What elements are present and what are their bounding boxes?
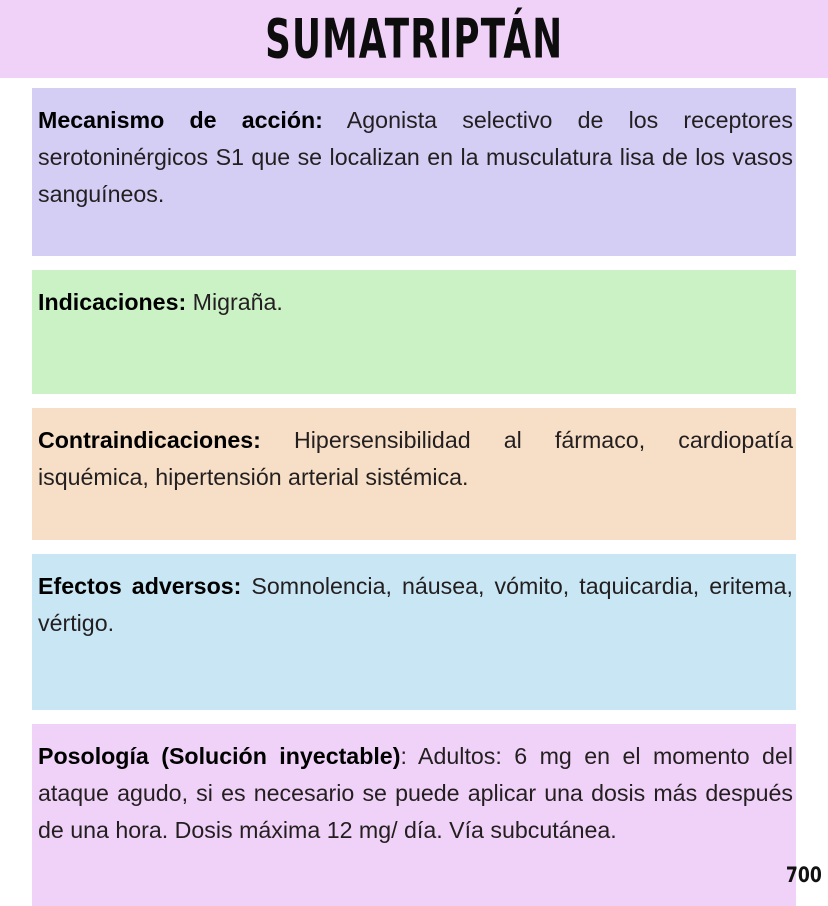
page-title: SUMATRIPTÁN — [264, 7, 564, 71]
section-value: : Adultos: 6 mg en el momento del ataque… — [38, 743, 793, 844]
section-mecanismo-de-accion: Mecanismo de acción: Agonista selectivo … — [32, 88, 796, 256]
section-label: Efectos adversos: — [38, 573, 242, 599]
section-value: Somnolencia, náusea, vómito, taquicardia… — [38, 573, 793, 637]
section-contraindicaciones: Contraindicaciones: Hipersensibilidad al… — [32, 408, 796, 540]
section-body: Mecanismo de acción: Agonista selectivo … — [38, 102, 793, 213]
section-label: Posología (Solución inyectable) — [38, 743, 401, 769]
title-banner: SUMATRIPTÁN — [0, 0, 828, 78]
section-body: Indicaciones: Migraña. — [38, 284, 793, 321]
section-label: Mecanismo de acción: — [38, 107, 323, 133]
section-body: Contraindicaciones: Hipersensibilidad al… — [38, 422, 793, 496]
section-value: Hipersensibilidad al fármaco, cardiopatí… — [38, 427, 793, 491]
page-number: 700 — [786, 863, 822, 887]
section-value: Agonista selectivo de los receptores ser… — [38, 107, 793, 208]
section-label: Contraindicaciones: — [38, 427, 261, 453]
section-label: Indicaciones: — [38, 289, 187, 315]
section-efectos-adversos: Efectos adversos: Somnolencia, náusea, v… — [32, 554, 796, 710]
section-posologia: Posología (Solución inyectable): Adultos… — [32, 724, 796, 906]
section-indicaciones: Indicaciones: Migraña. — [32, 270, 796, 394]
section-value: Migraña. — [186, 289, 283, 315]
section-body: Efectos adversos: Somnolencia, náusea, v… — [38, 568, 793, 642]
section-body: Posología (Solución inyectable): Adultos… — [38, 738, 793, 849]
drug-info-sections: Mecanismo de acción: Agonista selectivo … — [32, 88, 796, 906]
